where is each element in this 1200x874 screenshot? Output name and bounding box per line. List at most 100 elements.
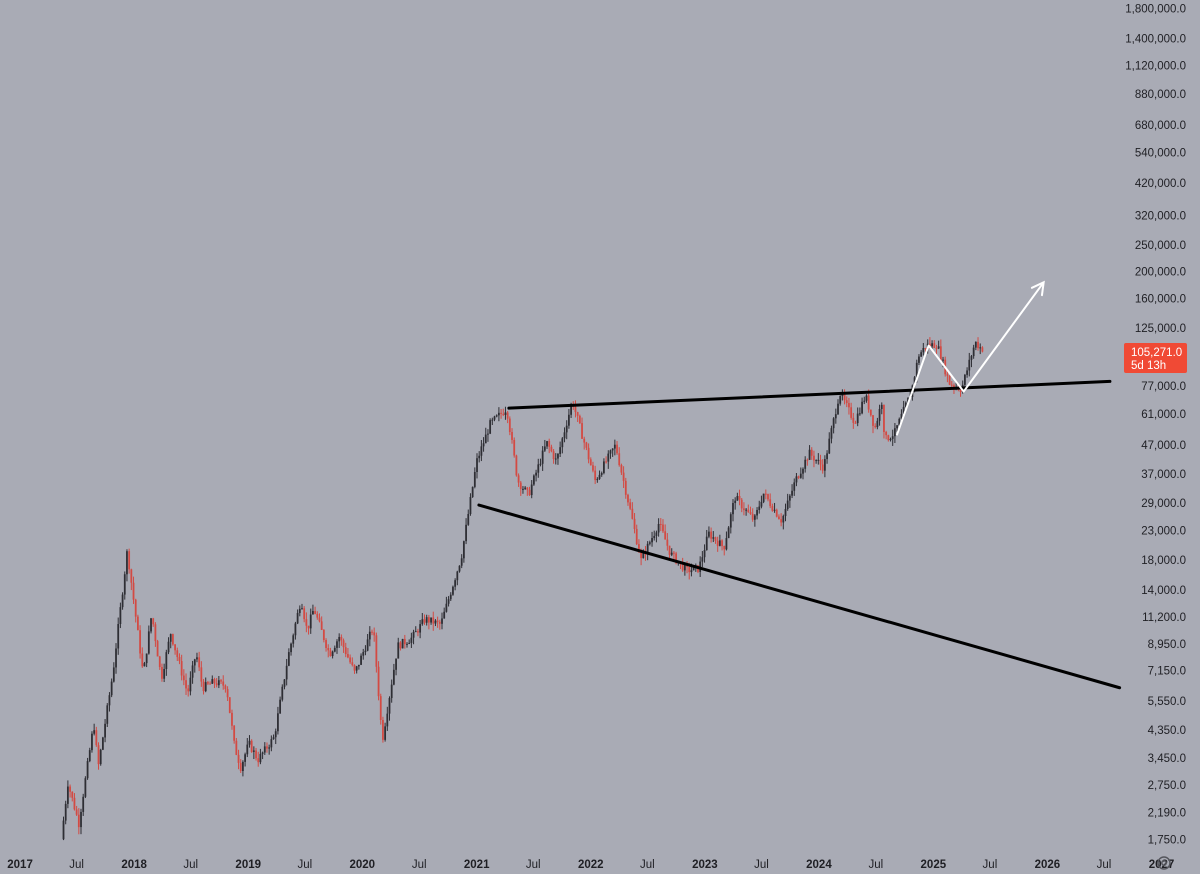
candle-body — [559, 447, 562, 454]
candle-body — [587, 447, 590, 460]
candle-body — [449, 594, 452, 600]
candle-body — [395, 658, 397, 670]
candle-body — [294, 623, 297, 636]
candle-body — [344, 647, 347, 655]
candle-body — [307, 625, 310, 629]
candle-body — [797, 476, 800, 478]
candle-body — [489, 420, 492, 434]
x-tick-label: Jul — [526, 859, 541, 871]
candle-body — [581, 423, 583, 439]
candle-body — [546, 441, 548, 447]
candle-body — [128, 551, 131, 570]
candle-body — [893, 428, 896, 437]
candle-body — [784, 508, 787, 517]
candle-body — [261, 752, 264, 754]
y-axis[interactable]: 1,750.0 2,190.0 2,750.0 3,450.0 4,350.0 5,550… — [1125, 3, 1186, 846]
candle-body — [388, 698, 391, 714]
candle-body — [231, 712, 233, 726]
trendline-support[interactable] — [477, 503, 1122, 690]
candle-body — [642, 552, 645, 559]
candle-body — [417, 631, 419, 633]
candle-body — [497, 412, 500, 416]
candle-body — [570, 404, 572, 415]
y-tick-label: 5,550.0 — [1148, 696, 1186, 708]
candle-body — [867, 395, 870, 410]
candle-body — [714, 537, 717, 541]
x-tick-label: 2022 — [578, 859, 604, 871]
candle-body — [502, 413, 505, 415]
candle-body — [281, 686, 284, 700]
candle-body — [782, 516, 785, 523]
trendline-resistance[interactable] — [507, 379, 1112, 410]
y-tick-label: 61,000.0 — [1141, 409, 1186, 421]
candle-body — [977, 341, 979, 349]
candle-body — [826, 453, 828, 460]
candle-body — [852, 417, 855, 423]
candle-body — [928, 343, 931, 347]
candle-body — [244, 754, 247, 762]
candle-body — [487, 433, 489, 435]
candle-body — [885, 431, 888, 436]
candle-body — [75, 809, 78, 815]
candle-body — [561, 438, 564, 448]
gear-icon[interactable] — [1157, 856, 1171, 870]
y-tick-label: 420,000.0 — [1135, 178, 1186, 190]
candle-body — [161, 666, 163, 679]
candle-body — [425, 617, 428, 623]
candle-body — [484, 434, 487, 444]
y-tick-label: 7,150.0 — [1148, 666, 1186, 678]
candle-body — [808, 449, 811, 460]
candle-body — [631, 508, 634, 519]
candle-body — [686, 564, 688, 568]
candle-body — [743, 508, 745, 511]
candle-body — [981, 347, 984, 352]
y-tick-label: 2,190.0 — [1148, 807, 1186, 819]
candle-body — [202, 681, 205, 692]
y-tick-label: 250,000.0 — [1135, 240, 1186, 252]
candle-body — [360, 655, 362, 665]
candle-body — [318, 617, 321, 622]
projection-layer — [895, 280, 1045, 436]
y-tick-label: 47,000.0 — [1141, 440, 1186, 452]
candle-body — [815, 460, 818, 462]
y-tick-label: 320,000.0 — [1135, 210, 1186, 222]
candle-body — [277, 713, 279, 732]
candle-body — [163, 668, 166, 679]
candle-body — [213, 679, 216, 684]
candle-body — [480, 446, 483, 456]
y-tick-label: 1,400,000.0 — [1125, 34, 1186, 46]
candle-body — [248, 740, 251, 745]
projection-path[interactable] — [895, 281, 1045, 436]
candle-body — [215, 683, 218, 686]
candle-body — [802, 468, 804, 474]
candle-body — [821, 464, 824, 471]
candle-body — [77, 814, 80, 828]
candle-body — [519, 482, 522, 489]
candle-body — [438, 621, 441, 624]
candle-body — [237, 754, 240, 763]
x-axis[interactable]: 2017 Jul 2018 Jul 2019 Jul 2020 Jul 2021 Jul 2022 J… — [7, 859, 1174, 871]
candle-body — [773, 509, 776, 511]
candle-body — [432, 617, 435, 624]
candle-body — [187, 688, 190, 692]
candle-body — [217, 680, 220, 686]
candle-body — [204, 682, 207, 692]
candle-body — [386, 713, 389, 727]
candle-body — [745, 509, 748, 511]
candle-body — [88, 750, 91, 762]
candle-body — [721, 540, 723, 547]
candle-body — [331, 651, 334, 657]
y-tick-label: 11,200.0 — [1142, 612, 1186, 624]
candle-body — [583, 438, 586, 443]
candle-body — [97, 745, 100, 765]
candle-body — [760, 501, 763, 507]
x-tick-label: Jul — [1097, 859, 1112, 871]
candle-body — [242, 761, 244, 771]
candle-body — [653, 535, 656, 539]
y-tick-label: 23,000.0 — [1141, 526, 1186, 538]
candle-body — [198, 657, 201, 668]
candle-body — [972, 347, 975, 357]
candle-body — [377, 666, 380, 697]
